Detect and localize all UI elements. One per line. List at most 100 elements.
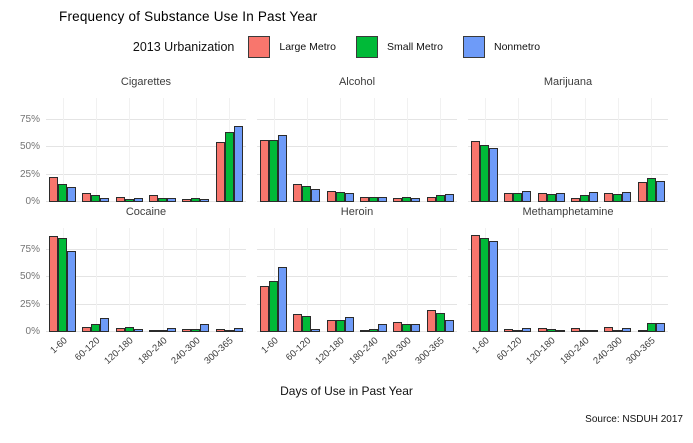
bar-group — [501, 228, 534, 332]
gridline — [162, 228, 164, 332]
bar-group — [357, 98, 390, 202]
y-axis-spacer — [8, 204, 46, 228]
legend-label-nonmetro: Nonmetro — [494, 41, 541, 53]
facet-marijuana: Marijuana — [468, 74, 668, 202]
gridline — [373, 228, 375, 332]
gridline — [617, 228, 619, 332]
bar — [537, 327, 547, 332]
bar-groups — [257, 228, 457, 332]
facet-x-axis: 1-60 60-120 120-180 180-240 240-300 300-365 — [468, 332, 668, 380]
legend-entry-small-metro: Small Metro — [355, 36, 443, 58]
gridline — [440, 228, 442, 332]
bar — [402, 196, 412, 202]
bar — [435, 195, 445, 202]
bar-group — [113, 228, 146, 332]
y-tick-label: 25% — [19, 298, 40, 310]
facet-cigarettes: Cigarettes — [46, 74, 246, 202]
bar — [344, 316, 354, 332]
bar-group — [357, 228, 390, 332]
bar — [444, 319, 454, 332]
bar-group — [635, 228, 668, 332]
bar — [335, 319, 345, 332]
source-caption: Source: NSDUH 2017 — [585, 414, 683, 425]
bar — [293, 184, 303, 202]
gridline — [257, 201, 457, 202]
bar — [224, 131, 234, 202]
bar-group — [390, 228, 423, 332]
bar-group — [290, 228, 323, 332]
gridline — [468, 276, 668, 278]
bar — [158, 197, 168, 202]
bar — [426, 310, 436, 332]
legend-entry-nonmetro: Nonmetro — [463, 36, 540, 58]
gridline — [373, 98, 375, 202]
legend-label-large-metro: Large Metro — [279, 41, 336, 53]
facet-grid: 0% 25% 50% 75% Cigarettes Alcohol Marijuana 0% 2… — [8, 74, 686, 380]
bar — [589, 330, 599, 332]
bar-group — [179, 228, 212, 332]
bar — [58, 184, 68, 202]
bar-group — [290, 98, 323, 202]
facet-title: Heroin — [340, 206, 374, 218]
bar — [378, 196, 388, 202]
bar — [504, 328, 514, 332]
bar — [546, 328, 556, 332]
bar — [133, 197, 143, 202]
bar — [91, 195, 101, 202]
facet-x-axis: 1-60 60-120 120-180 180-240 240-300 300-365 — [46, 332, 246, 380]
bar-group — [46, 98, 79, 202]
bar — [200, 324, 210, 332]
bar — [522, 327, 532, 332]
bar — [67, 251, 77, 332]
bar — [49, 176, 59, 202]
bar — [269, 139, 279, 202]
bar — [513, 329, 523, 332]
bar — [489, 241, 499, 332]
bar-group — [635, 98, 668, 202]
bar — [655, 181, 665, 202]
bar-group — [424, 98, 457, 202]
bar — [278, 267, 288, 332]
bar — [215, 328, 225, 332]
bar-group — [535, 228, 568, 332]
gridline — [468, 303, 668, 305]
bar-group — [324, 98, 357, 202]
plot-area — [257, 228, 457, 332]
gridline — [257, 303, 457, 305]
gridline — [306, 228, 308, 332]
gridline — [468, 201, 668, 202]
bar — [489, 148, 499, 202]
bar-group — [568, 228, 601, 332]
facet-title: Marijuana — [543, 76, 593, 88]
gridline — [651, 228, 653, 332]
y-axis-labels: 0% 25% 50% 75% — [8, 228, 46, 336]
bar — [580, 195, 590, 202]
bar — [200, 198, 210, 202]
legend-swatch-small-metro — [355, 36, 378, 58]
bar — [426, 196, 436, 202]
gridline — [551, 228, 553, 332]
bar-group — [424, 228, 457, 332]
bar — [335, 192, 345, 202]
legend: 2013 Urbanization Large Metro Small Metr… — [0, 36, 693, 58]
bar — [91, 324, 101, 332]
bar — [480, 237, 490, 332]
bar — [100, 317, 110, 332]
bar — [622, 192, 632, 202]
bar — [637, 329, 647, 332]
gridline — [406, 98, 408, 202]
facet-title: Cocaine — [125, 206, 167, 218]
chart-title: Frequency of Substance Use In Past Year — [59, 9, 318, 24]
plot-area — [257, 98, 457, 202]
bar — [571, 197, 581, 202]
bar-group — [213, 228, 246, 332]
bar — [622, 327, 632, 332]
bar — [393, 322, 403, 332]
bar-group — [535, 98, 568, 202]
gridline — [129, 228, 131, 332]
bar — [182, 198, 192, 202]
bar — [546, 194, 556, 202]
gridline — [257, 173, 457, 175]
gridline — [46, 173, 246, 175]
